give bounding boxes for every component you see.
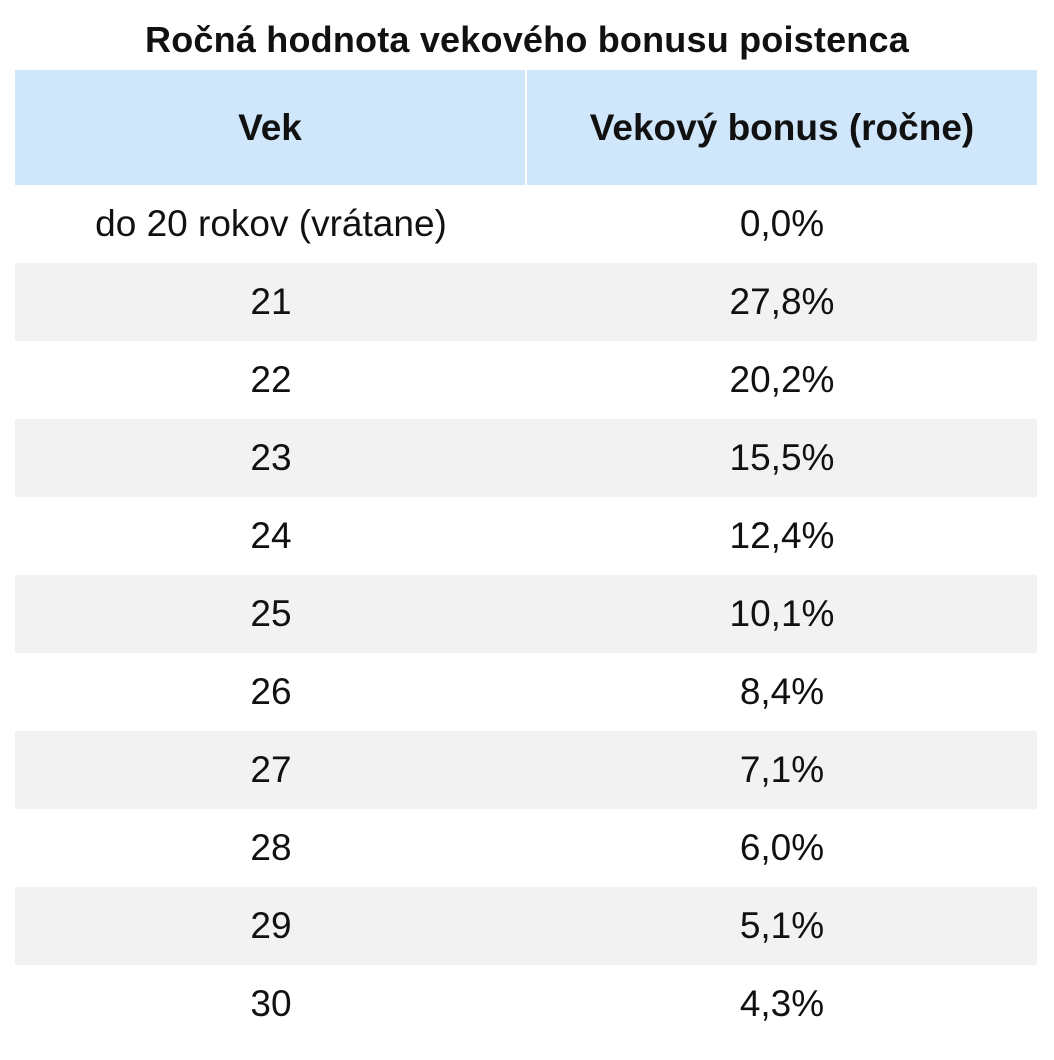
- table-row: 27 7,1%: [15, 731, 1037, 809]
- table-row: 26 8,4%: [15, 653, 1037, 731]
- bonus-cell: 8,4%: [739, 671, 825, 712]
- bonus-cell: 4,3%: [739, 983, 825, 1024]
- bonus-table: Vek Vekový bonus (ročne) do 20 rokov (vr…: [15, 70, 1037, 1043]
- table-row: 23 15,5%: [15, 419, 1037, 497]
- bonus-cell: 10,1%: [729, 593, 835, 634]
- bonus-cell: 15,5%: [729, 437, 835, 478]
- table-row: do 20 rokov (vrátane) 0,0%: [15, 185, 1037, 263]
- bonus-cell: 5,1%: [739, 905, 825, 946]
- age-cell: 25: [250, 593, 292, 634]
- bonus-cell: 27,8%: [729, 281, 835, 322]
- age-cell: 22: [250, 359, 292, 400]
- bonus-cell: 6,0%: [739, 827, 825, 868]
- age-cell: do 20 rokov (vrátane): [95, 203, 447, 244]
- table-row: 28 6,0%: [15, 809, 1037, 887]
- bonus-cell: 20,2%: [729, 359, 835, 400]
- age-cell: 26: [250, 671, 292, 712]
- table-row: 21 27,8%: [15, 263, 1037, 341]
- age-cell: 30: [250, 983, 292, 1024]
- age-cell: 24: [250, 515, 292, 556]
- age-cell: 29: [250, 905, 292, 946]
- header-age: Vek: [15, 70, 525, 185]
- header-age-bonus: Vekový bonus (ročne): [527, 70, 1037, 185]
- table-title: Ročná hodnota vekového bonusu poistenca: [145, 19, 909, 60]
- age-cell: 23: [250, 437, 292, 478]
- age-cell: 27: [250, 749, 292, 790]
- table-row: 29 5,1%: [15, 887, 1037, 965]
- table-header-row: Vek Vekový bonus (ročne): [15, 70, 1037, 185]
- age-cell: 28: [250, 827, 292, 868]
- age-cell: 21: [250, 281, 292, 322]
- bonus-cell: 0,0%: [739, 203, 825, 244]
- table-row: 22 20,2%: [15, 341, 1037, 419]
- bonus-cell: 7,1%: [739, 749, 825, 790]
- table-row: 24 12,4%: [15, 497, 1037, 575]
- table-row: 25 10,1%: [15, 575, 1037, 653]
- table-body: do 20 rokov (vrátane) 0,0% 21 27,8% 22 20,2% 2…: [15, 185, 1037, 1043]
- table-row: 30 4,3%: [15, 965, 1037, 1043]
- bonus-cell: 12,4%: [729, 515, 835, 556]
